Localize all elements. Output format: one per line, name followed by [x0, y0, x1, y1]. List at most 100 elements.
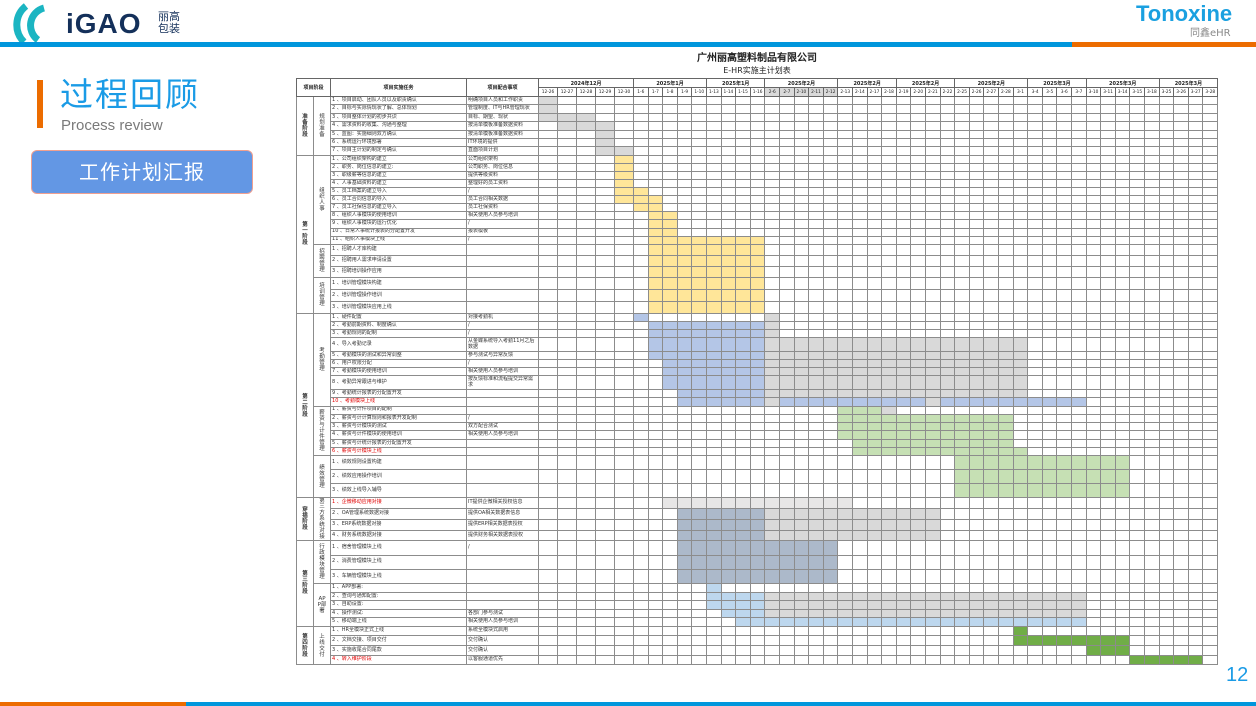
gantt-bar-cell	[837, 389, 854, 399]
gantt-cell	[954, 554, 970, 570]
gantt-cell	[1202, 351, 1219, 361]
gantt-cell	[720, 483, 737, 499]
gantt-bar-cell	[837, 518, 854, 531]
gantt-cell	[676, 187, 693, 197]
gantt-cell	[764, 195, 781, 205]
gantt-cell	[1187, 195, 1204, 205]
gantt-cell	[735, 430, 751, 440]
gantt-cell	[910, 645, 927, 656]
gantt-cell	[881, 455, 897, 471]
gantt-cell	[866, 243, 883, 256]
gantt-cell	[1158, 219, 1175, 229]
gantt-bar-cell	[1056, 469, 1073, 485]
module-label: 招聘管理	[312, 243, 332, 278]
gantt-cell	[691, 170, 708, 181]
gantt-cell	[1187, 146, 1204, 156]
gantt-cell	[866, 583, 883, 593]
gantt-cell	[676, 469, 693, 485]
gantt-cell	[998, 203, 1014, 213]
gantt-cell	[895, 179, 912, 189]
gantt-cell	[925, 95, 941, 106]
gantt-cell	[983, 211, 1000, 221]
gantt-bar-cell	[852, 591, 868, 602]
gantt-cell	[676, 211, 693, 221]
gantt-cell	[1056, 413, 1073, 424]
gantt-cell	[647, 170, 664, 181]
gantt-bar-cell	[852, 608, 868, 619]
note-cell	[466, 438, 540, 449]
gantt-cell	[808, 203, 824, 213]
gantt-bar-cell	[998, 455, 1014, 471]
gantt-cell	[749, 146, 766, 156]
tonoxine-logo-sub: 同鑫eHR	[1190, 28, 1231, 39]
gantt-cell	[910, 137, 927, 148]
gantt-cell	[1100, 187, 1116, 197]
gantt-cell	[1071, 359, 1087, 369]
gantt-cell	[647, 617, 664, 627]
table-row: 2 、绩效应用操作培训	[297, 469, 1219, 485]
gantt-bar-cell	[749, 254, 766, 267]
gantt-cell	[1158, 337, 1175, 353]
gantt-cell	[595, 320, 616, 330]
gantt-bar-cell	[1056, 455, 1073, 471]
gantt-bar-cell	[793, 529, 810, 542]
gantt-cell	[1202, 254, 1219, 267]
gantt-cell	[1100, 276, 1116, 290]
gantt-cell	[1100, 654, 1116, 666]
gantt-bar-cell	[983, 422, 1000, 432]
gantt-cell	[706, 104, 722, 114]
table-row: 第三阶段 行政模块管理 1 、宿舍管理模块上线 /	[296, 540, 1219, 627]
gantt-cell	[954, 529, 970, 542]
gantt-cell	[1129, 497, 1146, 510]
gantt-cell	[647, 529, 664, 542]
gantt-cell	[983, 95, 1000, 106]
gantt-cell	[1041, 430, 1058, 440]
gantt-bar-cell	[706, 583, 722, 593]
gantt-cell	[910, 243, 927, 256]
gantt-cell	[749, 583, 766, 593]
date-header: 3-4	[1027, 87, 1043, 97]
gantt-bar-cell	[822, 497, 839, 510]
gantt-bar-cell	[910, 608, 927, 619]
gantt-cell	[595, 568, 616, 585]
gantt-bar-cell	[1071, 591, 1087, 602]
gantt-cell	[662, 635, 678, 647]
gantt-bar-cell	[808, 554, 824, 570]
gantt-bar-cell	[998, 469, 1014, 485]
task-cell: 4 、需求资料的收集、沟通与整理	[330, 121, 468, 131]
gantt-cell	[1129, 583, 1146, 593]
gantt-bar-cell	[647, 195, 664, 205]
gantt-cell	[1056, 518, 1073, 531]
gantt-cell	[1041, 654, 1058, 666]
gantt-bar-cell	[662, 219, 678, 229]
task-cell: 5 、薪资与计统计报表的分配置开发	[330, 438, 468, 449]
gantt-cell	[1173, 508, 1189, 520]
gantt-cell	[633, 497, 649, 510]
gantt-cell	[968, 121, 985, 131]
gantt-cell	[822, 179, 839, 189]
gantt-cell	[647, 554, 664, 570]
gantt-cell	[1085, 617, 1102, 627]
note-cell: /	[466, 235, 540, 245]
gantt-cell	[1100, 121, 1116, 131]
gantt-cell	[968, 154, 985, 164]
gantt-cell	[983, 195, 1000, 205]
gantt-cell	[1071, 446, 1087, 457]
gantt-cell	[1114, 422, 1131, 432]
gantt-cell	[881, 95, 897, 106]
gantt-bar-cell	[676, 337, 693, 353]
gantt-cell	[1100, 95, 1116, 106]
gantt-cell	[720, 413, 737, 424]
gantt-cell	[1056, 227, 1073, 237]
work-plan-report-button[interactable]: 工作计划汇报	[31, 150, 253, 194]
gantt-cell	[1012, 430, 1029, 440]
gantt-cell	[866, 276, 883, 290]
gantt-cell	[793, 483, 810, 499]
gantt-cell	[1114, 367, 1131, 377]
gantt-bar-cell	[837, 430, 854, 440]
gantt-cell	[910, 203, 927, 213]
gantt-cell	[968, 654, 985, 666]
gantt-cell	[1027, 438, 1043, 449]
gantt-cell	[925, 469, 941, 485]
date-header: 3-6	[1056, 87, 1073, 97]
